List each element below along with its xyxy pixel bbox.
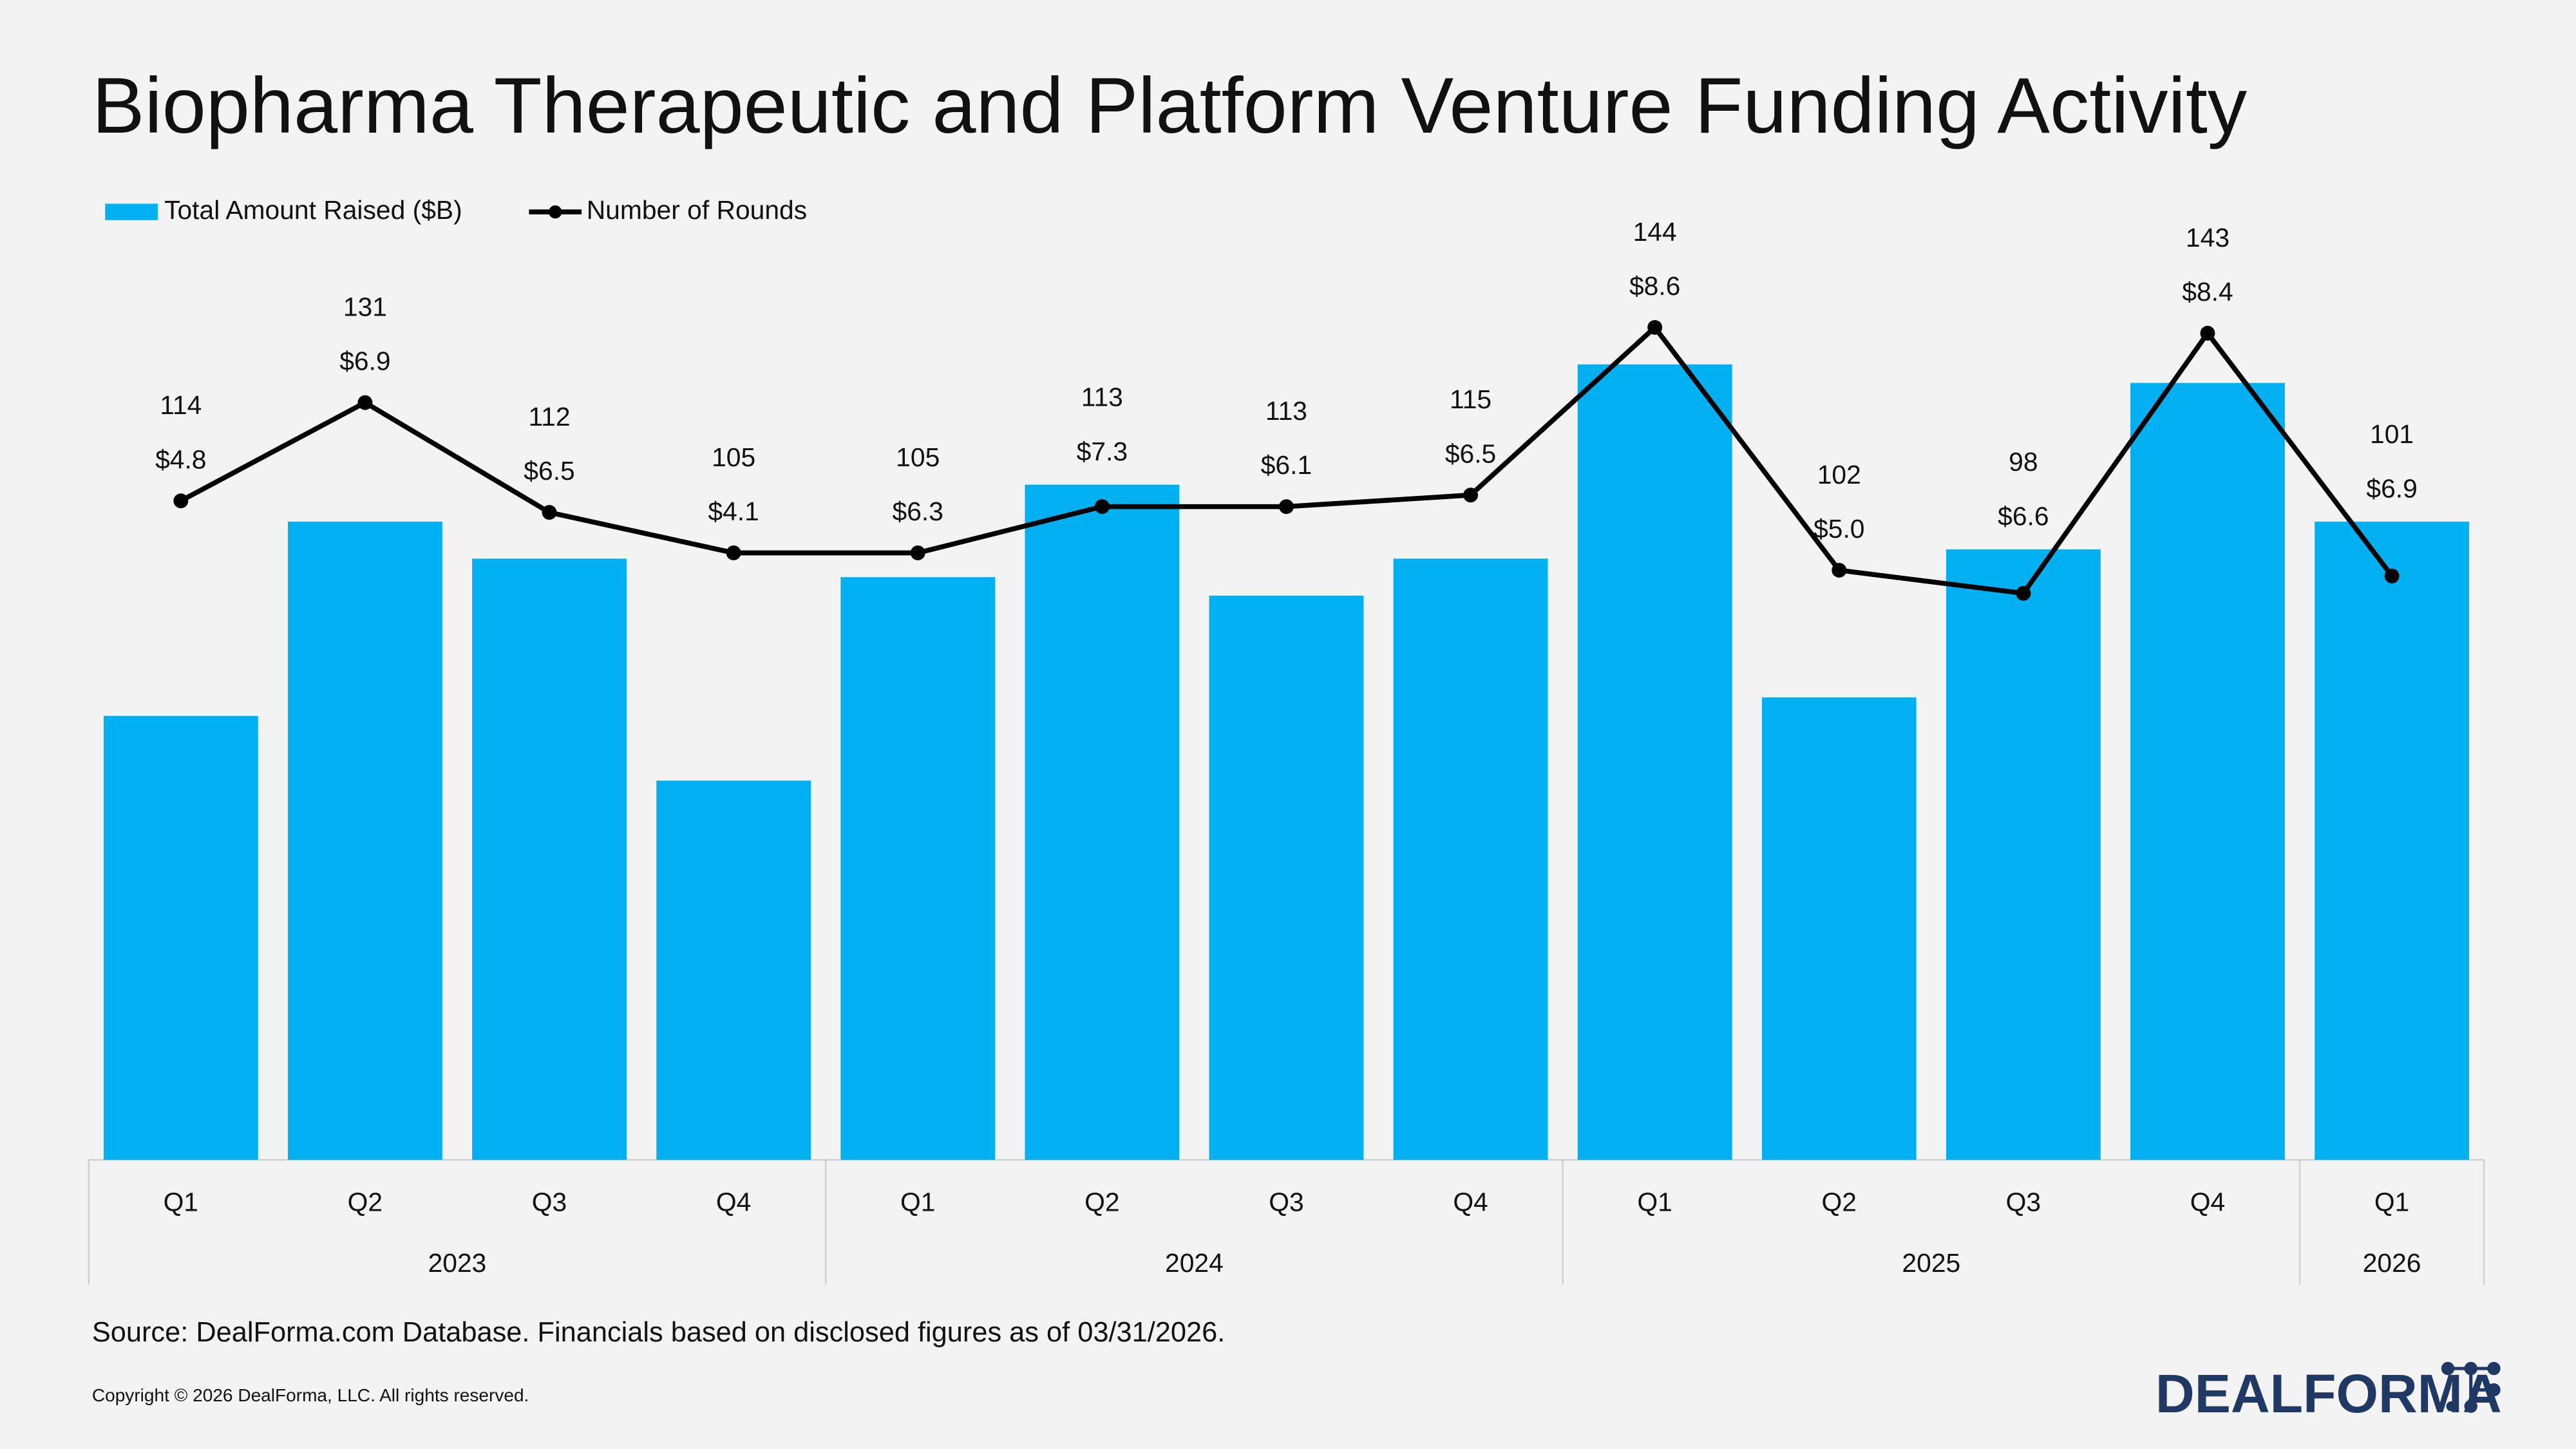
bar bbox=[1577, 364, 1732, 1160]
line-value-label: 113 bbox=[1265, 396, 1307, 426]
x-tick-label: Q2 bbox=[1084, 1188, 1119, 1217]
x-tick-label: Q1 bbox=[1637, 1188, 1672, 1217]
line-value-label: 144 bbox=[1633, 217, 1677, 247]
legend-label: Number of Rounds bbox=[587, 195, 807, 225]
line-point bbox=[1278, 499, 1294, 515]
copyright: Copyright © 2026 DealForma, LLC. All rig… bbox=[92, 1385, 529, 1405]
bar bbox=[1025, 484, 1180, 1160]
legend-swatch bbox=[105, 204, 158, 220]
line-value-label: 143 bbox=[2186, 223, 2230, 252]
x-tick-label: Q3 bbox=[532, 1188, 567, 1217]
x-tick-label: Q4 bbox=[1453, 1188, 1488, 1217]
line-value-label: 98 bbox=[2009, 447, 2038, 477]
bar-value-label: $6.5 bbox=[524, 456, 574, 486]
bar bbox=[2130, 383, 2285, 1160]
x-tick-label: Q2 bbox=[348, 1188, 383, 1217]
line-point bbox=[1647, 319, 1663, 335]
bar bbox=[2315, 522, 2469, 1160]
line-value-label: 115 bbox=[1450, 384, 1492, 414]
line-value-label: 114 bbox=[160, 390, 202, 420]
logo-dots bbox=[2441, 1361, 2501, 1413]
x-group-label: 2026 bbox=[2363, 1248, 2421, 1278]
line-value-label: 112 bbox=[528, 402, 570, 431]
x-tick-label: Q3 bbox=[2006, 1188, 2041, 1217]
bar-value-label: $8.4 bbox=[2182, 277, 2233, 307]
chart-title: Biopharma Therapeutic and Platform Ventu… bbox=[92, 61, 2247, 149]
line-point bbox=[726, 545, 741, 560]
legend-marker bbox=[549, 205, 562, 219]
bar-value-label: $8.6 bbox=[1629, 271, 1680, 301]
bar-value-label: $6.9 bbox=[2366, 473, 2417, 503]
bar bbox=[1761, 697, 1917, 1160]
line-value-label: 105 bbox=[896, 442, 940, 472]
bar bbox=[840, 577, 996, 1160]
x-group-label: 2023 bbox=[428, 1248, 487, 1278]
bar bbox=[1209, 595, 1364, 1160]
line-point bbox=[1832, 562, 1847, 578]
x-tick-label: Q1 bbox=[900, 1188, 935, 1217]
line-point bbox=[173, 493, 189, 509]
line-value-label: 113 bbox=[1081, 383, 1123, 412]
bar bbox=[1393, 558, 1548, 1160]
bar-value-label: $7.3 bbox=[1077, 437, 1128, 466]
bar bbox=[288, 522, 442, 1160]
line-point bbox=[542, 505, 557, 520]
bar-value-label: $6.9 bbox=[339, 346, 390, 376]
x-tick-label: Q1 bbox=[2374, 1188, 2409, 1217]
line-point bbox=[2016, 585, 2031, 601]
line-value-label: 105 bbox=[712, 442, 755, 472]
x-tick-label: Q4 bbox=[716, 1188, 751, 1217]
x-tick-label: Q4 bbox=[2190, 1188, 2225, 1217]
bar bbox=[472, 558, 627, 1160]
x-tick-label: Q2 bbox=[1822, 1188, 1857, 1217]
source-note: Source: DealForma.com Database. Financia… bbox=[92, 1317, 1225, 1348]
line-point bbox=[910, 545, 925, 560]
x-group-label: 2024 bbox=[1165, 1248, 1224, 1278]
line-point bbox=[357, 395, 373, 410]
bar bbox=[103, 715, 258, 1160]
x-tick-label: Q3 bbox=[1269, 1188, 1303, 1217]
line-point bbox=[2384, 568, 2400, 583]
line-value-label: 101 bbox=[2370, 419, 2414, 449]
line-point bbox=[2200, 325, 2215, 341]
bar bbox=[656, 781, 811, 1160]
bar bbox=[1946, 549, 2101, 1160]
line-point bbox=[1094, 499, 1110, 515]
legend-label: Total Amount Raised ($B) bbox=[164, 195, 462, 225]
line-value-label: 102 bbox=[1817, 460, 1861, 489]
bar-value-label: $4.1 bbox=[708, 497, 759, 526]
bar-value-label: $6.1 bbox=[1261, 450, 1312, 480]
x-tick-label: Q1 bbox=[164, 1188, 198, 1217]
bar-value-label: $5.0 bbox=[1814, 514, 1864, 544]
bar-value-label: $4.8 bbox=[155, 444, 206, 474]
line-point bbox=[1463, 488, 1479, 503]
bar-value-label: $6.3 bbox=[893, 497, 943, 526]
bar-value-label: $6.5 bbox=[1445, 439, 1496, 468]
line-value-label: 131 bbox=[343, 292, 387, 321]
bar-value-label: $6.6 bbox=[1998, 501, 2049, 531]
x-group-label: 2025 bbox=[1902, 1248, 1960, 1278]
